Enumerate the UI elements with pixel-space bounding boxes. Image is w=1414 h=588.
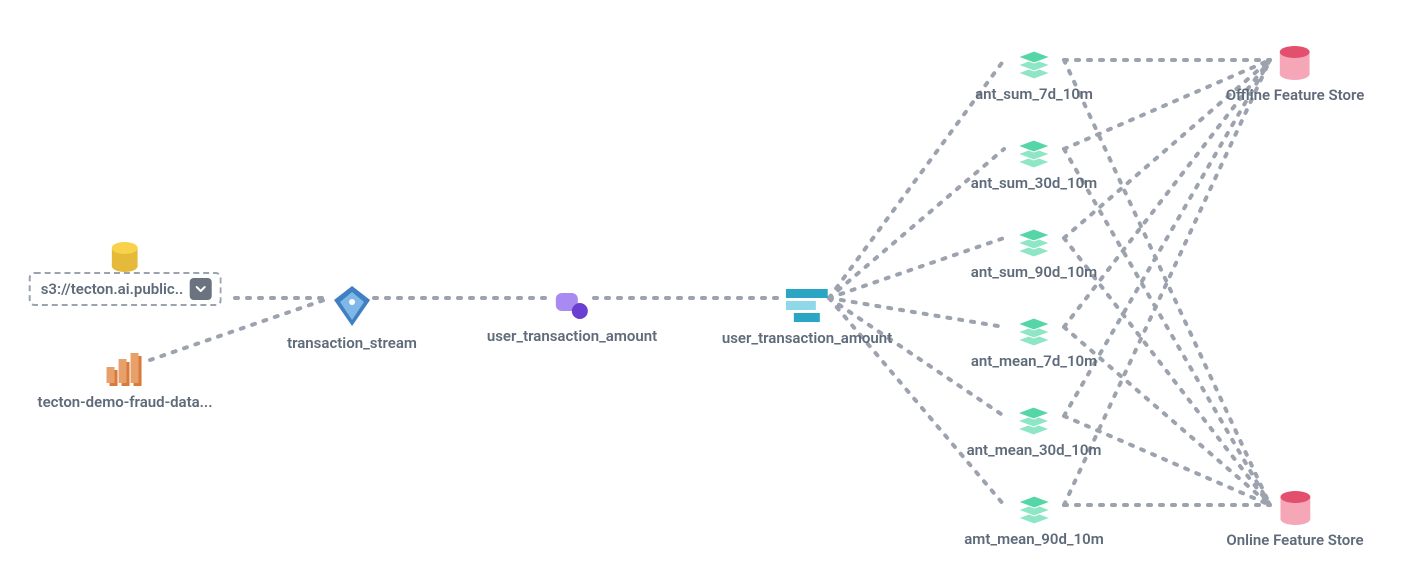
node-stream[interactable]: transaction_stream [287, 284, 417, 352]
lineage-diagram: s3://tecton.ai.public.. tecton-demo-fraud… [0, 0, 1414, 588]
stack-icon [1016, 492, 1052, 524]
node-f6[interactable]: amt_mean_90d_10m [964, 492, 1104, 548]
node-label: ant_mean_30d_10m [967, 441, 1102, 459]
chevron-down-icon[interactable] [189, 278, 211, 300]
node-label: ant_sum_90d_10m [971, 263, 1097, 281]
cylinder-yellow-icon [112, 242, 138, 272]
cylinder-pink-icon [1280, 491, 1310, 525]
stack-icon [1016, 314, 1052, 346]
node-online[interactable]: Online Feature Store [1226, 491, 1363, 549]
node-label: transaction_stream [287, 334, 417, 352]
stack-icon [1016, 225, 1052, 257]
node-f1[interactable]: ant_sum_7d_10m [975, 47, 1093, 103]
bars-icon [786, 289, 828, 323]
node-label: ant_mean_7d_10m [971, 352, 1097, 370]
selected-node-box[interactable]: s3://tecton.ai.public.. [29, 272, 222, 306]
node-label: tecton-demo-fraud-data... [38, 393, 213, 411]
node-s3[interactable]: s3://tecton.ai.public.. [29, 242, 222, 306]
stack-icon [1016, 403, 1052, 435]
node-kinesis[interactable]: tecton-demo-fraud-data... [38, 349, 213, 411]
node-label: ant_sum_7d_10m [975, 85, 1093, 103]
node-f3[interactable]: ant_sum_90d_10m [971, 225, 1097, 281]
node-label: Offline Feature Store [1226, 86, 1365, 104]
node-f5[interactable]: ant_mean_30d_10m [967, 403, 1102, 459]
stack-icon [1016, 47, 1052, 79]
node-label: user_transaction_amount [722, 329, 892, 347]
blobs-icon [554, 291, 590, 321]
node-label: amt_mean_90d_10m [964, 530, 1104, 548]
node-transform[interactable]: user_transaction_amount [487, 291, 657, 345]
cylinder-pink-icon [1280, 46, 1310, 80]
stack-icon [1016, 136, 1052, 168]
node-label: Online Feature Store [1226, 531, 1363, 549]
node-f2[interactable]: ant_sum_30d_10m [971, 136, 1097, 192]
node-label: ant_sum_30d_10m [971, 174, 1097, 192]
diamond-icon [332, 284, 372, 328]
kinesis-icon [103, 349, 147, 387]
node-label: user_transaction_amount [487, 327, 657, 345]
node-offline[interactable]: Offline Feature Store [1226, 46, 1365, 104]
node-label: s3://tecton.ai.public.. [41, 280, 184, 298]
node-f4[interactable]: ant_mean_7d_10m [971, 314, 1097, 370]
node-fv[interactable]: user_transaction_amount [722, 289, 892, 347]
